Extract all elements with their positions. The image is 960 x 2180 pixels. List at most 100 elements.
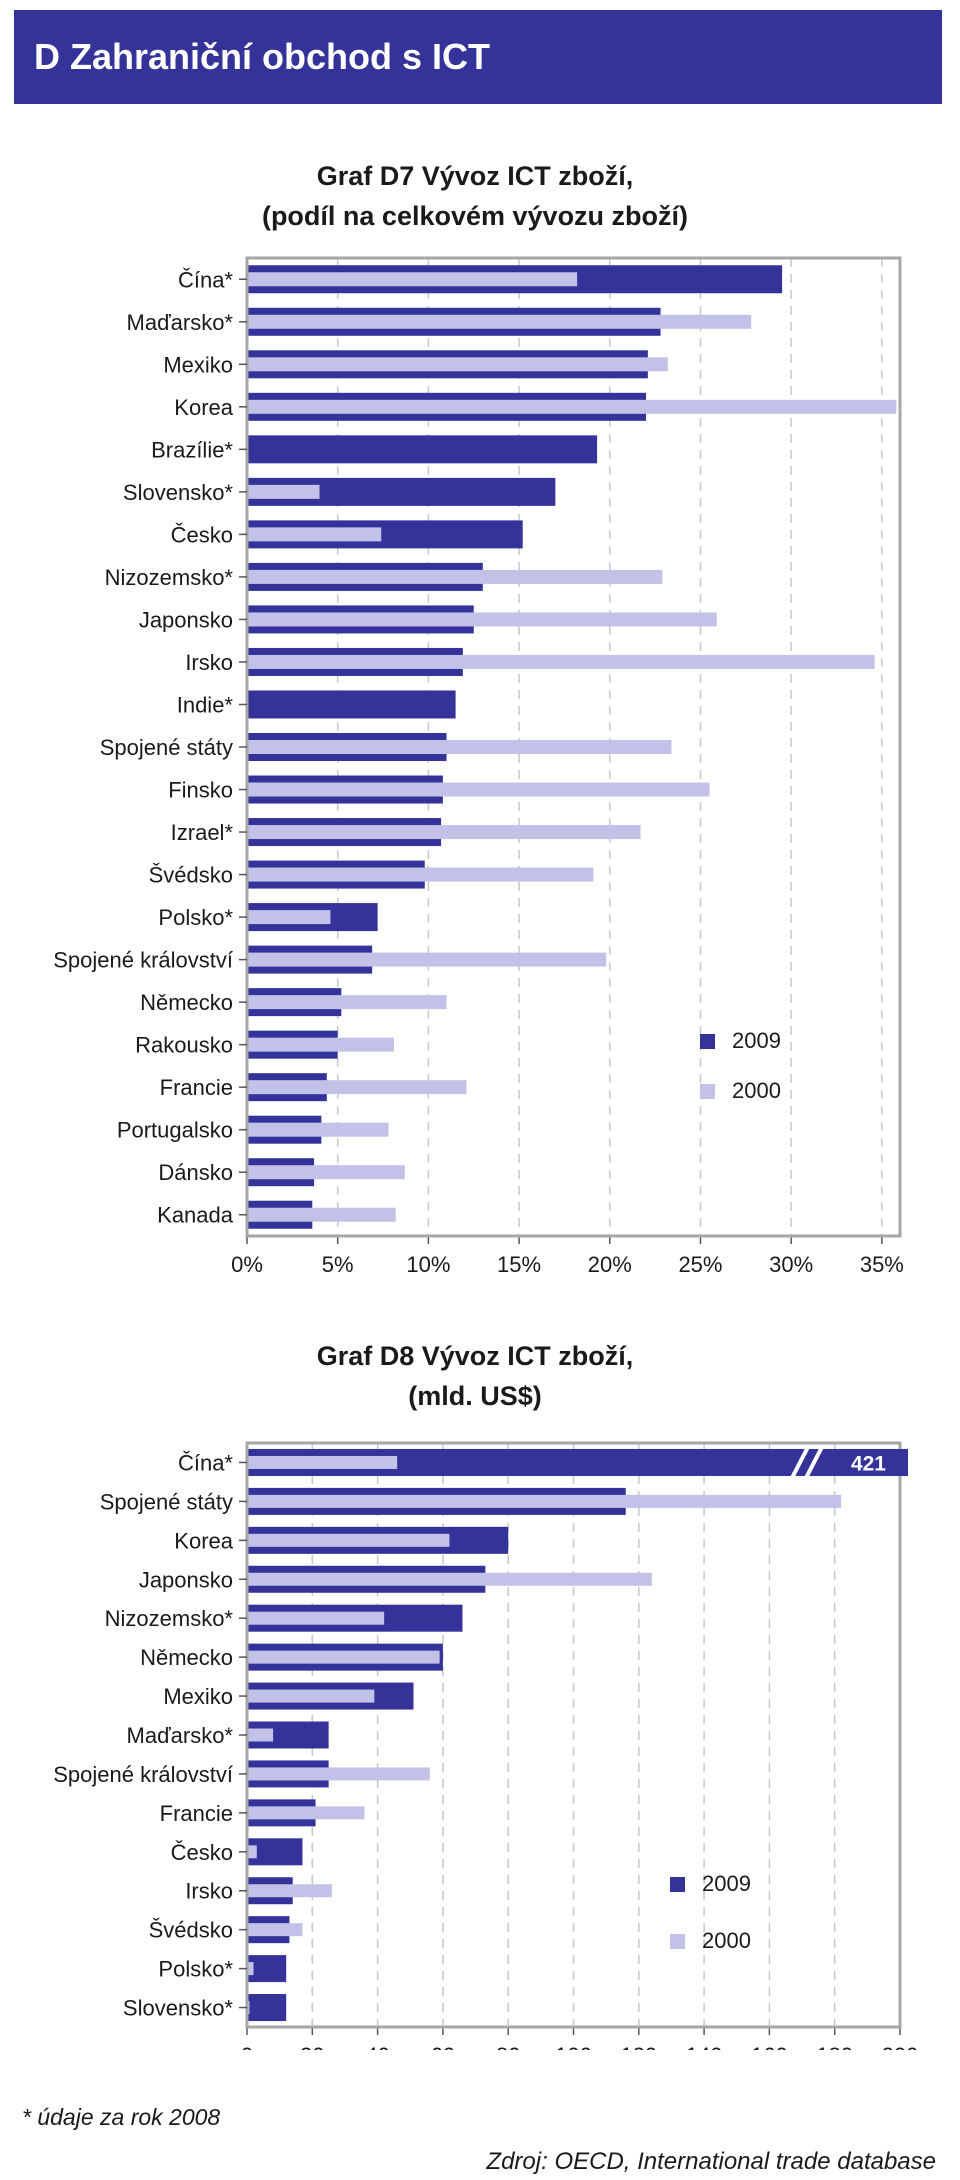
bar-2000-spojene-staty: [248, 740, 672, 754]
source-note: Zdroj: OECD, International trade databas…: [486, 2148, 936, 2175]
chart-d7-ict-export-share: Graf D7 Vývoz ICT zboží, (podíl na celkov…: [53, 161, 904, 1277]
category-label-cina: Čína*: [178, 267, 233, 292]
bar-2000-madarsko: [248, 314, 752, 329]
bar-2000-kanada: [248, 1207, 396, 1222]
bar-2000-nemecko: [248, 995, 447, 1010]
x-tick-label: 5%: [322, 1252, 354, 1277]
chart-title-line-1: Graf D7 Vývoz ICT zboží,: [317, 161, 634, 191]
x-tick-label: 10%: [406, 1252, 450, 1277]
category-label-korea: Korea: [174, 395, 233, 420]
bar-2000-irsko: [248, 1884, 332, 1898]
bar-2009-cesko: [248, 1838, 303, 1866]
category-label-dansko: Dánsko: [158, 1160, 233, 1185]
x-tick-label: 20%: [588, 1252, 632, 1277]
legend-swatch-2009: [700, 1034, 715, 1049]
category-label-kanada: Kanada: [157, 1203, 234, 1228]
category-label-indie: Indie*: [177, 692, 234, 717]
bar-2000-nemecko: [248, 1650, 440, 1664]
category-label-mexiko: Mexiko: [163, 352, 233, 377]
category-label-spojene-staty: Spojené státy: [100, 1489, 233, 1514]
bar-2000-polsko: [248, 910, 331, 925]
bar-2009-polsko: [248, 1955, 287, 1983]
bar-2000-slovensko: [248, 484, 320, 499]
x-tick-label: 25%: [678, 1252, 722, 1277]
category-label-nizozemsko: Nizozemsko*: [105, 565, 234, 590]
category-label-izrael: Izrael*: [171, 820, 234, 845]
category-label-polsko: Polsko*: [158, 1957, 233, 1982]
x-tick-label: 200: [882, 2043, 919, 2050]
x-tick-label: 40: [365, 2043, 389, 2050]
category-label-finsko: Finsko: [168, 778, 233, 803]
axis-break-mark: [790, 1446, 810, 1479]
bar-2000-japonsko: [248, 1572, 652, 1586]
bar-2000-dansko: [248, 1165, 405, 1180]
legend-label-2009: 2009: [702, 1871, 751, 1896]
legend-label-2000: 2000: [732, 1078, 781, 1103]
legend-swatch-2000: [700, 1084, 715, 1099]
bar-2000-cina: [248, 1455, 398, 1469]
x-tick-label: 60: [431, 2043, 455, 2050]
bar-2000-francie: [248, 1080, 467, 1095]
x-tick-label: 140: [686, 2043, 723, 2050]
bar-2009-brazilie: [248, 435, 598, 464]
category-label-svedsko: Švédsko: [149, 863, 233, 888]
bar-2000-finsko: [248, 782, 710, 797]
category-label-nemecko: Německo: [140, 990, 233, 1015]
bar-2000-korea: [248, 399, 897, 414]
x-tick-label: 15%: [497, 1252, 541, 1277]
x-tick-label: 30%: [769, 1252, 813, 1277]
section-header: D Zahraniční obchod s ICT: [14, 10, 942, 104]
category-label-slovensko: Slovensko*: [123, 480, 234, 505]
category-label-madarsko: Maďarsko*: [127, 1723, 234, 1748]
category-label-korea: Korea: [174, 1528, 233, 1553]
bar-2000-cesko: [248, 527, 382, 542]
category-label-polsko: Polsko*: [158, 905, 233, 930]
chart-d8-ict-export-value: Graf D8 Vývoz ICT zboží, (mld. US$) 0 20 40 6…: [53, 1341, 919, 2050]
x-tick-label: 80: [496, 2043, 520, 2050]
chart-title-line-1: Graf D8 Vývoz ICT zboží,: [317, 1341, 634, 1371]
category-label-brazilie: Brazílie*: [151, 437, 233, 462]
category-label-madarsko: Maďarsko*: [127, 310, 234, 335]
axis-break-mark: [804, 1446, 824, 1479]
bar-2000-slovensko: [248, 2001, 250, 2015]
bar-2000-svedsko: [248, 867, 594, 882]
bar-2000-japonsko: [248, 612, 717, 627]
bar-2000-korea: [248, 1533, 450, 1547]
category-label-francie: Francie: [160, 1075, 233, 1100]
bar-2000-madarsko: [248, 1728, 274, 1742]
category-label-slovensko: Slovensko*: [123, 1996, 234, 2021]
bar-2009-indie: [248, 690, 456, 719]
x-tick-label: 120: [620, 2043, 657, 2050]
category-label-irsko: Irsko: [185, 650, 233, 675]
bar-2000-cesko: [248, 1845, 257, 1859]
bar-2000-nizozemsko: [248, 1611, 385, 1625]
category-label-mexiko: Mexiko: [163, 1684, 233, 1709]
chart-title-line-2: (mld. US$): [408, 1381, 542, 1411]
bar-2000-spojene-kralovstvi: [248, 952, 607, 967]
category-label-spojene-staty: Spojené státy: [100, 735, 233, 760]
bar-2009-overflow: [900, 1448, 908, 1476]
x-tick-label: 0%: [231, 1252, 263, 1277]
bar-2000-nizozemsko: [248, 569, 663, 584]
legend-swatch-2009: [670, 1877, 685, 1892]
category-label-cesko: Česko: [171, 522, 233, 547]
bar-2000-rakousko: [248, 1037, 394, 1052]
legend-swatch-2000: [670, 1934, 685, 1949]
bar-2000-mexiko: [248, 357, 668, 372]
x-tick-label: 160: [751, 2043, 788, 2050]
bar-2000-mexiko: [248, 1689, 375, 1703]
bar-2000-polsko: [248, 1962, 254, 1976]
footnote: * údaje za rok 2008: [22, 2104, 221, 2130]
bar-2000-francie: [248, 1806, 365, 1820]
category-label-irsko: Irsko: [185, 1879, 233, 1904]
legend-label-2009: 2009: [732, 1028, 781, 1053]
category-label-rakousko: Rakousko: [135, 1033, 233, 1058]
bar-2000-spojene-staty: [248, 1494, 842, 1508]
data-label-china-2009: 421: [851, 1452, 886, 1475]
category-label-svedsko: Švédsko: [149, 1918, 233, 1943]
category-label-francie: Francie: [160, 1801, 233, 1826]
bar-2000-cina: [248, 272, 578, 287]
category-label-japonsko: Japonsko: [139, 607, 233, 632]
x-tick-label: 35%: [860, 1252, 904, 1277]
chart-title-line-2: (podíl na celkovém vývozu zboží): [262, 201, 688, 231]
